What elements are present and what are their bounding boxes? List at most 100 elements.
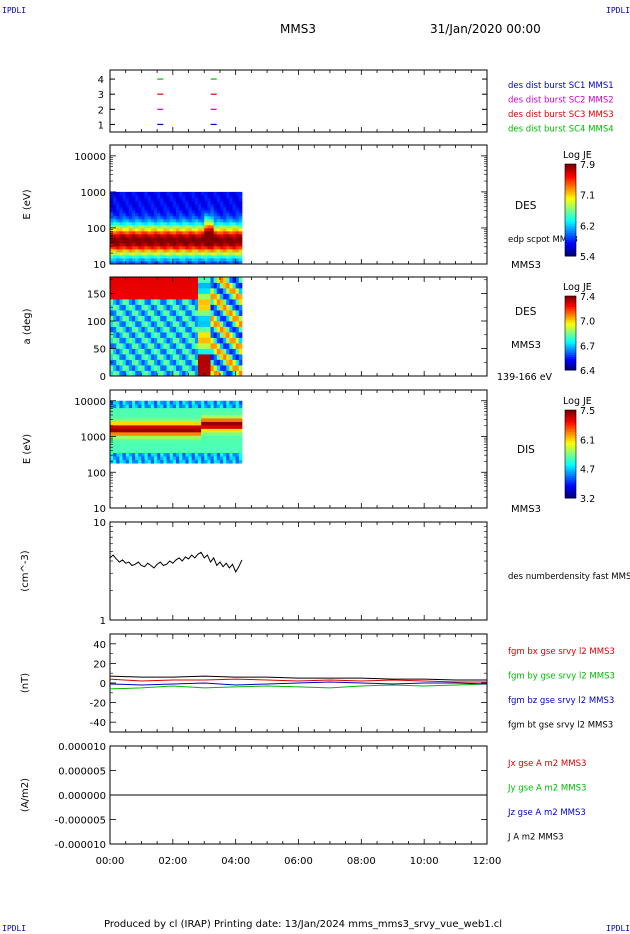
dis-energy-cell [188, 428, 193, 433]
dis-energy-cell [172, 418, 177, 422]
dis-energy-cell [229, 431, 233, 436]
dis-energy-cell [219, 438, 224, 443]
dis-energy-cell [163, 400, 167, 405]
des-pitch-cell [226, 299, 230, 305]
des-pitch-cell [128, 299, 133, 305]
dis-energy-cell [116, 452, 120, 457]
dis-energy-cell [128, 445, 133, 450]
dis-energy-cell [232, 442, 237, 447]
des-pitch-cell [131, 288, 136, 294]
dis-energy-cell [160, 421, 164, 426]
dis-energy-cell [128, 452, 133, 457]
des-pitch-cell [210, 332, 215, 338]
des-energy-cell [182, 218, 186, 223]
des-pitch-cell [141, 365, 145, 371]
des-pitch-cell [219, 293, 224, 300]
colorbar-tick-label: 7.4 [580, 292, 595, 303]
des-energy-cell [147, 236, 152, 241]
des-energy-cell [166, 251, 171, 256]
des-pitch-cell [188, 304, 193, 311]
dis-energy-cell [128, 456, 133, 461]
dis-energy-cell [204, 414, 208, 419]
des-energy-cell [188, 236, 193, 241]
des-pitch-cell [110, 370, 114, 377]
des-pitch-cell [223, 315, 227, 322]
dis-energy-cell [194, 449, 199, 454]
dis-energy-cell [122, 407, 127, 412]
des-energy-cell [182, 203, 186, 208]
des-energy-cell [185, 251, 189, 256]
des-pitch-cell [207, 343, 211, 349]
des-energy-cell [216, 209, 221, 214]
dis-energy-cell [191, 414, 196, 419]
dis-energy-cell [188, 414, 193, 419]
des-energy-cell [113, 248, 117, 253]
dis-energy-cell [232, 452, 237, 457]
des-energy-cell [175, 248, 180, 253]
dis-energy-cell [138, 425, 142, 429]
des-pitch-cell [153, 343, 158, 349]
dis-energy-cell [185, 421, 189, 426]
des-pitch-cell [131, 337, 136, 344]
des-pitch-cell [232, 321, 237, 327]
des-pitch-cell [116, 304, 120, 311]
dis-energy-cell [207, 421, 211, 426]
dis-energy-cell [116, 425, 120, 429]
des-energy-cell [201, 248, 205, 253]
dis-energy-cell [213, 414, 218, 419]
des-energy-cell [166, 200, 171, 205]
des-pitch-cell [229, 370, 233, 377]
des-energy-cell [119, 260, 123, 265]
des-energy-cell [172, 209, 177, 214]
dis-energy-cell [175, 445, 180, 450]
des-energy-cell [235, 221, 240, 226]
bfield-line [109, 675, 487, 681]
y-tick-label: 3 [98, 90, 104, 101]
des-energy-cell [147, 242, 152, 247]
dis-energy-cell [188, 404, 193, 409]
dis-energy-cell [160, 442, 164, 447]
des-energy-cell [144, 245, 149, 250]
des-pitch-cell [235, 310, 240, 316]
des-energy-cell [219, 248, 224, 253]
des-energy-cell [188, 257, 193, 262]
dis-energy-cell [235, 411, 240, 416]
des-energy-cell [172, 260, 177, 265]
des-energy-cell [135, 260, 139, 265]
des-pitch-cell [128, 343, 133, 349]
des-pitch-cell [150, 370, 155, 377]
des-energy-cell [219, 260, 224, 265]
des-pitch-cell [116, 310, 120, 316]
des-pitch-cell [235, 315, 240, 322]
des-energy-cell [204, 227, 208, 232]
dis-energy-cell [122, 452, 127, 457]
des-pitch-cell [150, 332, 155, 338]
des-energy-cell [128, 206, 133, 211]
colorbar-segment [565, 414, 576, 418]
des-energy-cell [147, 209, 152, 214]
des-pitch-cell [119, 310, 123, 316]
dis-energy-cell [135, 428, 139, 433]
des-energy-cell [175, 221, 180, 226]
des-energy-cell [138, 191, 142, 196]
des-energy-cell [141, 230, 145, 235]
des-energy-cell [204, 224, 208, 229]
dis-energy-cell [191, 435, 196, 440]
des-energy-cell [138, 230, 142, 235]
des-pitch-cell [113, 277, 117, 283]
colorbar-segment [565, 312, 576, 315]
dis-energy-cell [113, 438, 117, 443]
des-pitch-cell [131, 277, 136, 283]
dis-energy-cell [169, 442, 174, 447]
des-pitch-cell [182, 293, 186, 300]
colorbar-segment [565, 425, 576, 429]
des-pitch-cell [191, 348, 196, 355]
des-pitch-cell [232, 337, 237, 344]
des-pitch-cell [153, 310, 158, 316]
dis-energy-cell [188, 438, 193, 443]
legend-bfield-series: fgm bz gse srvy l2 MMS3 [508, 696, 614, 706]
dis-energy-cell [213, 407, 218, 412]
des-pitch-cell [150, 282, 155, 289]
des-pitch-cell [157, 304, 161, 311]
des-pitch-cell [172, 277, 177, 283]
